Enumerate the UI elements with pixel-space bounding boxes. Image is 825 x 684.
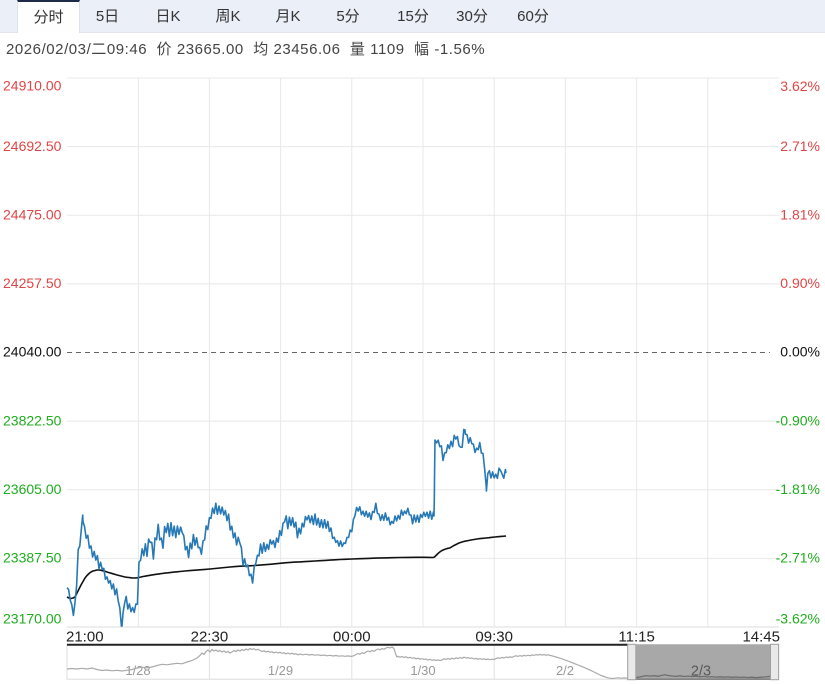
svg-text:24910.00: 24910.00 bbox=[3, 78, 62, 94]
svg-text:0.90%: 0.90% bbox=[780, 275, 820, 291]
svg-text:24257.50: 24257.50 bbox=[3, 275, 62, 291]
svg-text:22:30: 22:30 bbox=[191, 629, 229, 646]
svg-text:-0.90%: -0.90% bbox=[776, 412, 820, 428]
svg-text:-3.62%: -3.62% bbox=[776, 611, 820, 627]
svg-text:23170.00: 23170.00 bbox=[3, 611, 62, 627]
svg-text:23822.50: 23822.50 bbox=[3, 412, 62, 428]
svg-text:2/3: 2/3 bbox=[691, 664, 711, 680]
svg-text:09:30: 09:30 bbox=[475, 629, 513, 646]
svg-text:11:15: 11:15 bbox=[618, 629, 654, 646]
svg-text:23387.50: 23387.50 bbox=[3, 550, 62, 566]
svg-text:00:00: 00:00 bbox=[333, 629, 371, 646]
svg-text:-1.81%: -1.81% bbox=[776, 481, 820, 497]
svg-text:21:00: 21:00 bbox=[66, 629, 104, 646]
svg-text:1/30: 1/30 bbox=[410, 663, 435, 678]
svg-text:2/2: 2/2 bbox=[556, 663, 574, 678]
svg-text:1.81%: 1.81% bbox=[780, 206, 820, 222]
svg-text:1/29: 1/29 bbox=[268, 663, 293, 678]
svg-text:23605.00: 23605.00 bbox=[3, 481, 62, 497]
svg-text:24040.00: 24040.00 bbox=[3, 344, 62, 360]
svg-text:-2.71%: -2.71% bbox=[776, 550, 820, 566]
svg-text:1/28: 1/28 bbox=[125, 663, 150, 678]
svg-text:3.62%: 3.62% bbox=[780, 78, 820, 94]
svg-text:24475.00: 24475.00 bbox=[3, 206, 62, 222]
svg-text:24692.50: 24692.50 bbox=[3, 138, 62, 154]
svg-text:2.71%: 2.71% bbox=[780, 138, 820, 154]
svg-text:14:45: 14:45 bbox=[742, 629, 780, 646]
svg-text:0.00%: 0.00% bbox=[780, 344, 820, 360]
